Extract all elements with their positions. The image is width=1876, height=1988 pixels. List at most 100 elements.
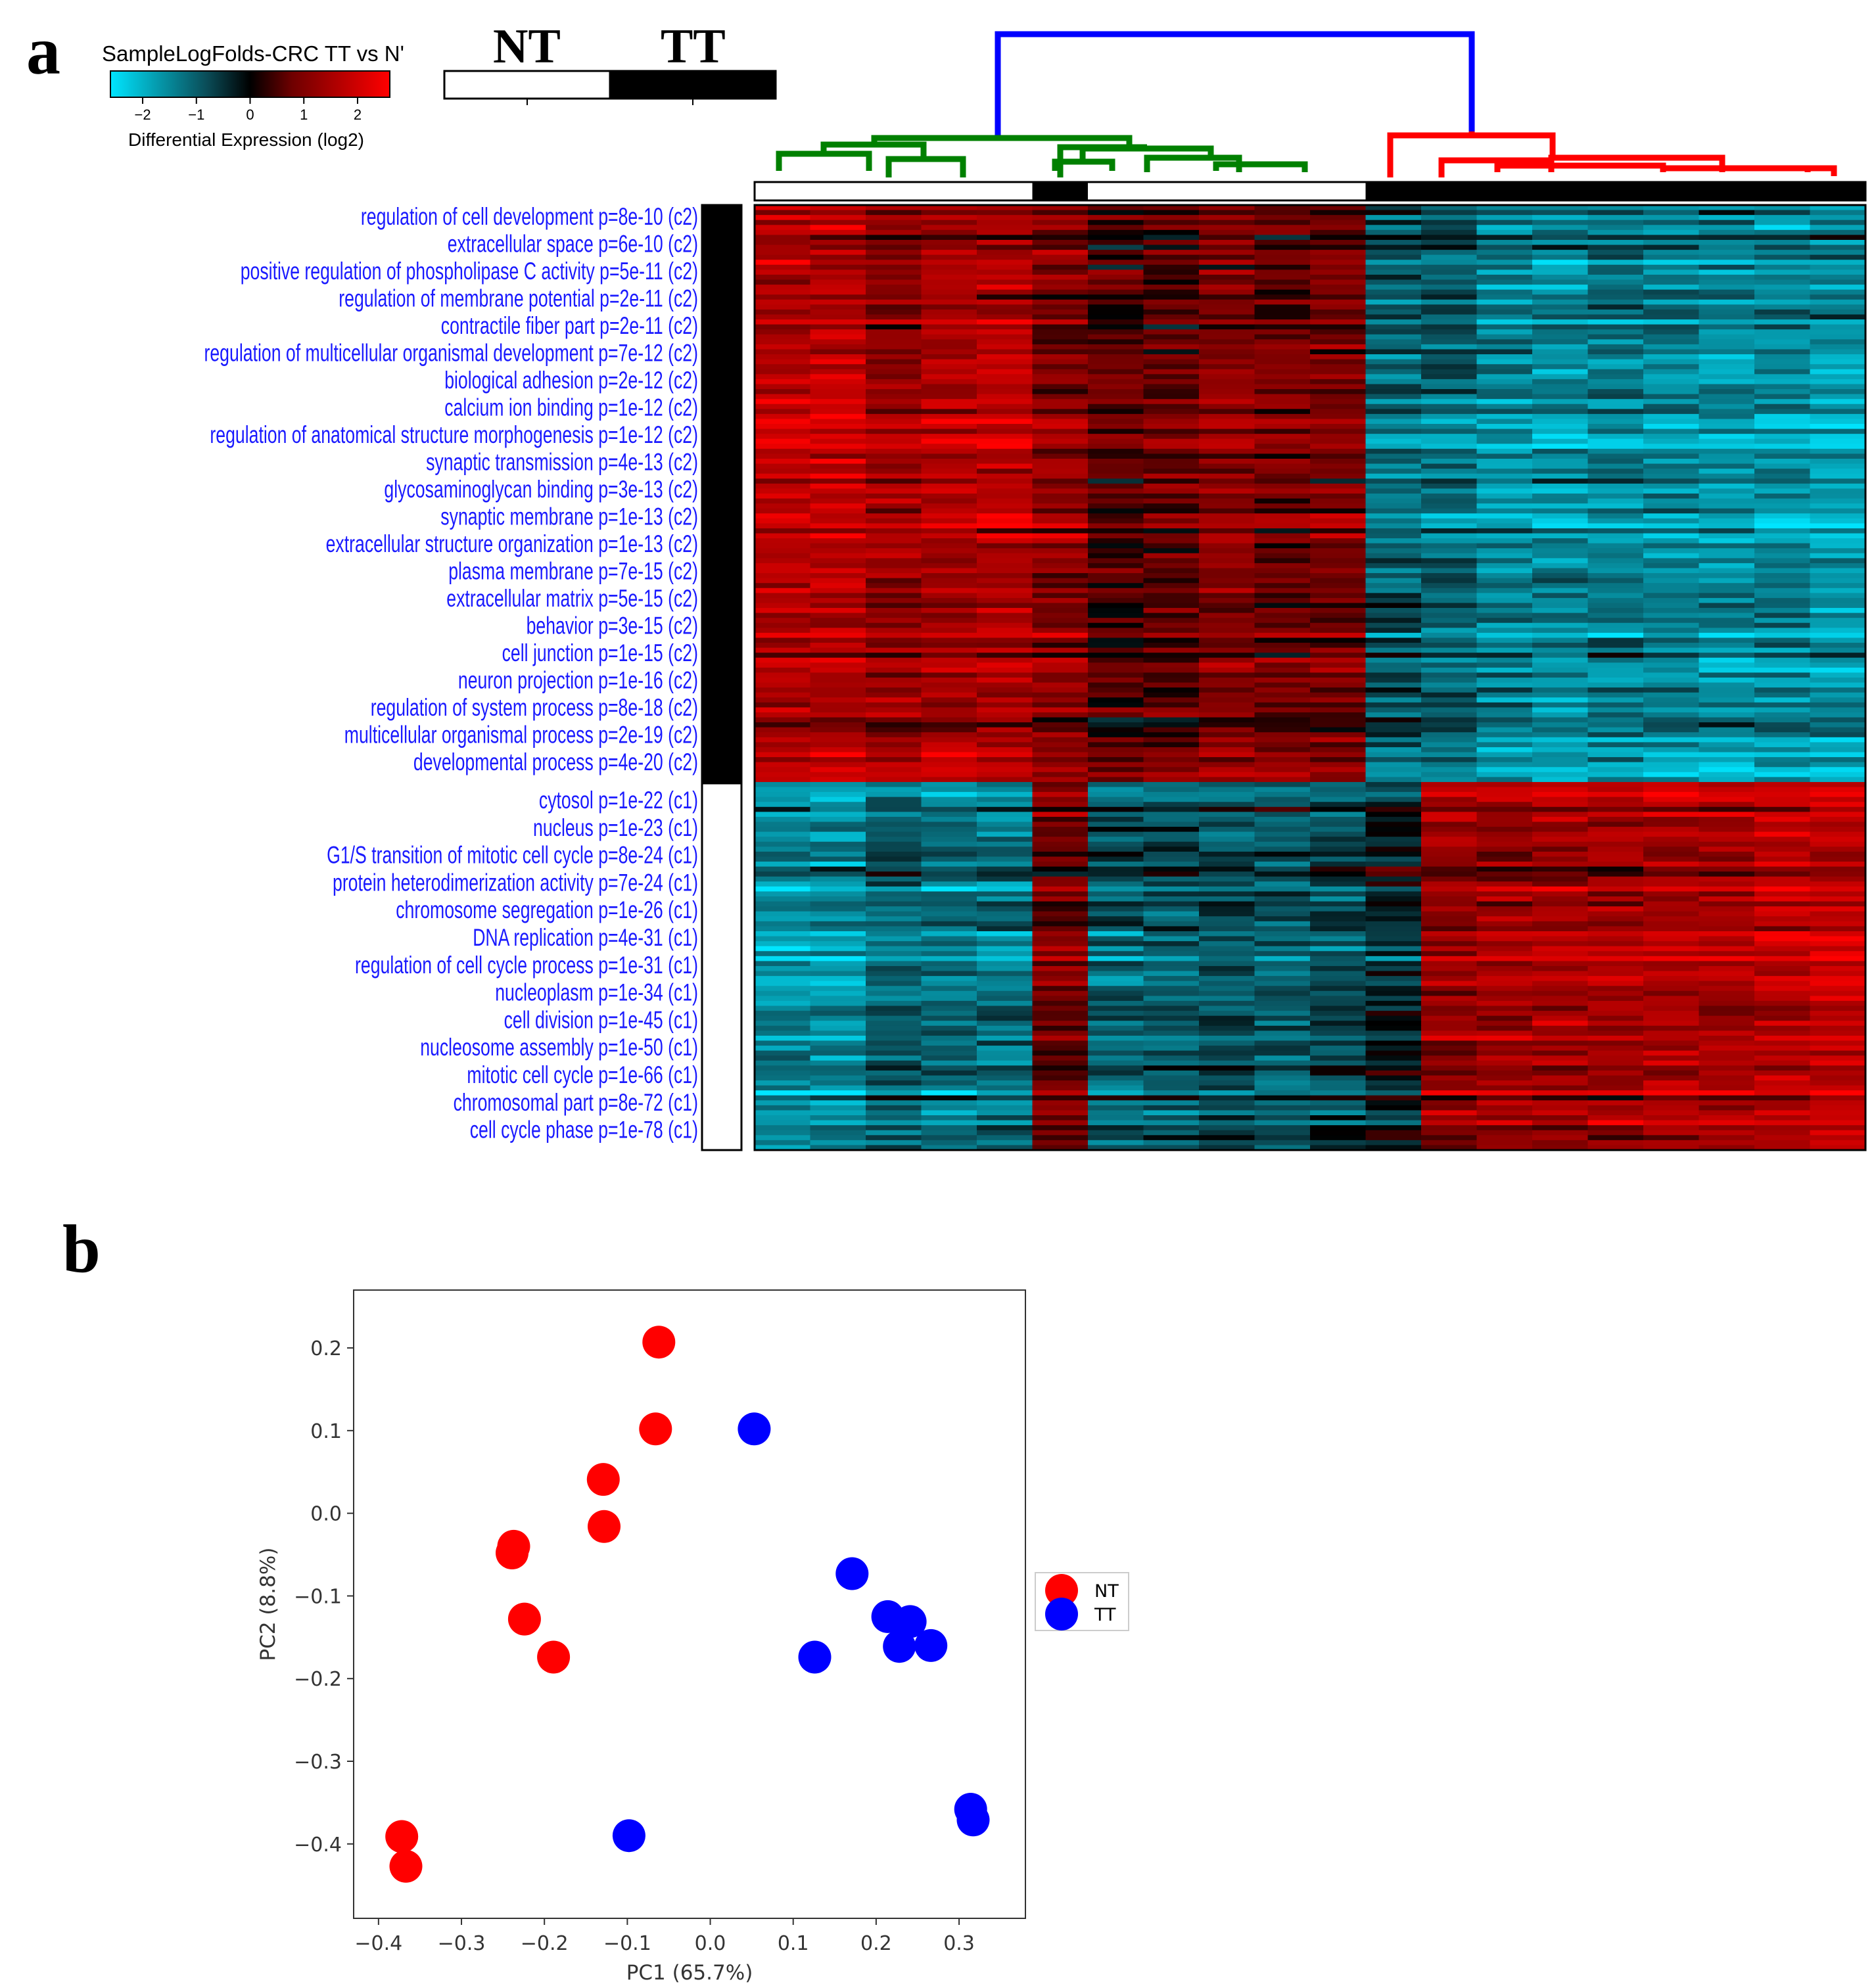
heatmap-cell	[810, 1145, 866, 1151]
heatmap-cell	[810, 772, 866, 777]
heatmap-cell	[921, 906, 977, 912]
heatmap-cell	[1532, 334, 1589, 340]
heatmap-cell	[1088, 1000, 1144, 1007]
heatmap-cell	[1365, 827, 1422, 833]
heatmap-cell	[1532, 285, 1589, 290]
heatmap-cell	[1032, 672, 1089, 678]
heatmap-cell	[810, 394, 866, 400]
heatmap-cell	[1532, 916, 1589, 922]
heatmap-cell	[866, 523, 922, 529]
sample-group-cell	[1754, 182, 1810, 200]
heatmap-cell	[921, 1011, 977, 1017]
heatmap-cell	[1032, 1030, 1089, 1036]
heatmap-cell	[1476, 568, 1533, 574]
heatmap-cell	[1810, 364, 1866, 370]
heatmap-cell	[1532, 876, 1589, 882]
heatmap-cell	[1643, 1120, 1700, 1126]
heatmap-cell	[977, 428, 1033, 434]
heatmap-cell	[921, 1070, 977, 1076]
heatmap-cell	[1532, 309, 1589, 315]
heatmap-cell	[1643, 667, 1700, 674]
heatmap-cell	[810, 961, 866, 967]
heatmap-cell	[1254, 1120, 1311, 1126]
heatmap-cell	[1587, 503, 1644, 509]
heatmap-cell	[1254, 965, 1311, 972]
heatmap-cell	[1199, 1040, 1255, 1046]
heatmap-cell	[810, 732, 866, 738]
heatmap-cell	[1532, 1075, 1589, 1081]
heatmap-cell	[1476, 1065, 1533, 1071]
heatmap-cell	[1421, 990, 1478, 996]
heatmap-cell	[1310, 324, 1367, 330]
heatmap-cell	[1310, 653, 1367, 659]
heatmap-cell	[977, 886, 1033, 892]
heatmap-cell	[1088, 802, 1144, 808]
heatmap-cell	[1032, 1110, 1089, 1116]
heatmap-cell	[1643, 812, 1700, 818]
heatmap-cell	[755, 438, 811, 444]
heatmap-cell	[1754, 757, 1811, 763]
heatmap-cell	[1532, 1100, 1589, 1106]
heatmap-cell	[1254, 458, 1311, 465]
heatmap-cell	[810, 294, 866, 300]
heatmap-cell	[921, 637, 977, 643]
heatmap-cell	[810, 1085, 866, 1091]
heatmap-cell	[921, 593, 977, 599]
heatmap-cell	[1032, 434, 1089, 440]
heatmap-cell	[1810, 1070, 1866, 1076]
heatmap-cell	[1310, 533, 1367, 539]
heatmap-cell	[1476, 603, 1533, 609]
heatmap-cell	[1643, 329, 1700, 335]
heatmap-cell	[1532, 469, 1589, 474]
heatmap-cell	[1476, 956, 1533, 961]
heatmap-cell	[1810, 841, 1866, 847]
heatmap-cell	[1365, 339, 1422, 345]
heatmap-cell	[1532, 1085, 1589, 1091]
pca-y-tick-label: 0.1	[310, 1420, 342, 1443]
heatmap-cell	[977, 792, 1033, 798]
heatmap-cell	[1810, 1100, 1866, 1106]
heatmap-cell	[1643, 1145, 1700, 1151]
heatmap-cell	[1254, 309, 1311, 315]
heatmap-cell	[1032, 762, 1089, 768]
heatmap-cell	[866, 653, 922, 659]
heatmap-cell	[1032, 424, 1089, 430]
heatmap-cell	[1254, 215, 1311, 221]
heatmap-cell	[1421, 597, 1478, 604]
heatmap-cell	[921, 1125, 977, 1131]
heatmap-cell	[1310, 588, 1367, 593]
heatmap-cell	[1365, 881, 1422, 887]
heatmap-cell	[1532, 781, 1589, 788]
heatmap-cell	[1532, 597, 1589, 604]
heatmap-cell	[1365, 438, 1422, 444]
heatmap-cell	[921, 1040, 977, 1046]
heatmap-cell	[1476, 802, 1533, 808]
heatmap-cell	[1254, 1006, 1311, 1011]
heatmap-cell	[1032, 707, 1089, 713]
heatmap-cell	[1754, 1085, 1811, 1091]
heatmap-cell	[1310, 717, 1367, 723]
heatmap-cell	[1310, 682, 1367, 688]
heatmap-cell	[977, 996, 1033, 1002]
heatmap-cell	[1532, 389, 1589, 395]
heatmap-cell	[1754, 444, 1811, 450]
heatmap-cell	[1476, 1080, 1533, 1086]
heatmap-cell	[1365, 1115, 1422, 1121]
heatmap-cell	[1032, 777, 1089, 783]
heatmap-cell	[1699, 613, 1755, 618]
heatmap-cell	[921, 289, 977, 295]
heatmap-cell	[1254, 1030, 1311, 1036]
heatmap-cell	[1699, 254, 1755, 260]
heatmap-cell	[977, 453, 1033, 459]
sample-group-cell	[1810, 182, 1866, 200]
heatmap-cell	[1254, 1080, 1311, 1086]
heatmap-cell	[1143, 548, 1200, 554]
heatmap-cell	[866, 871, 922, 877]
panel-b-letter: b	[62, 1211, 101, 1287]
heatmap-cell	[1810, 1130, 1866, 1136]
heatmap-cell	[921, 239, 977, 246]
heatmap-cell	[1143, 523, 1200, 529]
heatmap-cell	[1088, 926, 1144, 932]
heatmap-cell	[755, 1050, 811, 1056]
heatmap-cell	[921, 622, 977, 628]
